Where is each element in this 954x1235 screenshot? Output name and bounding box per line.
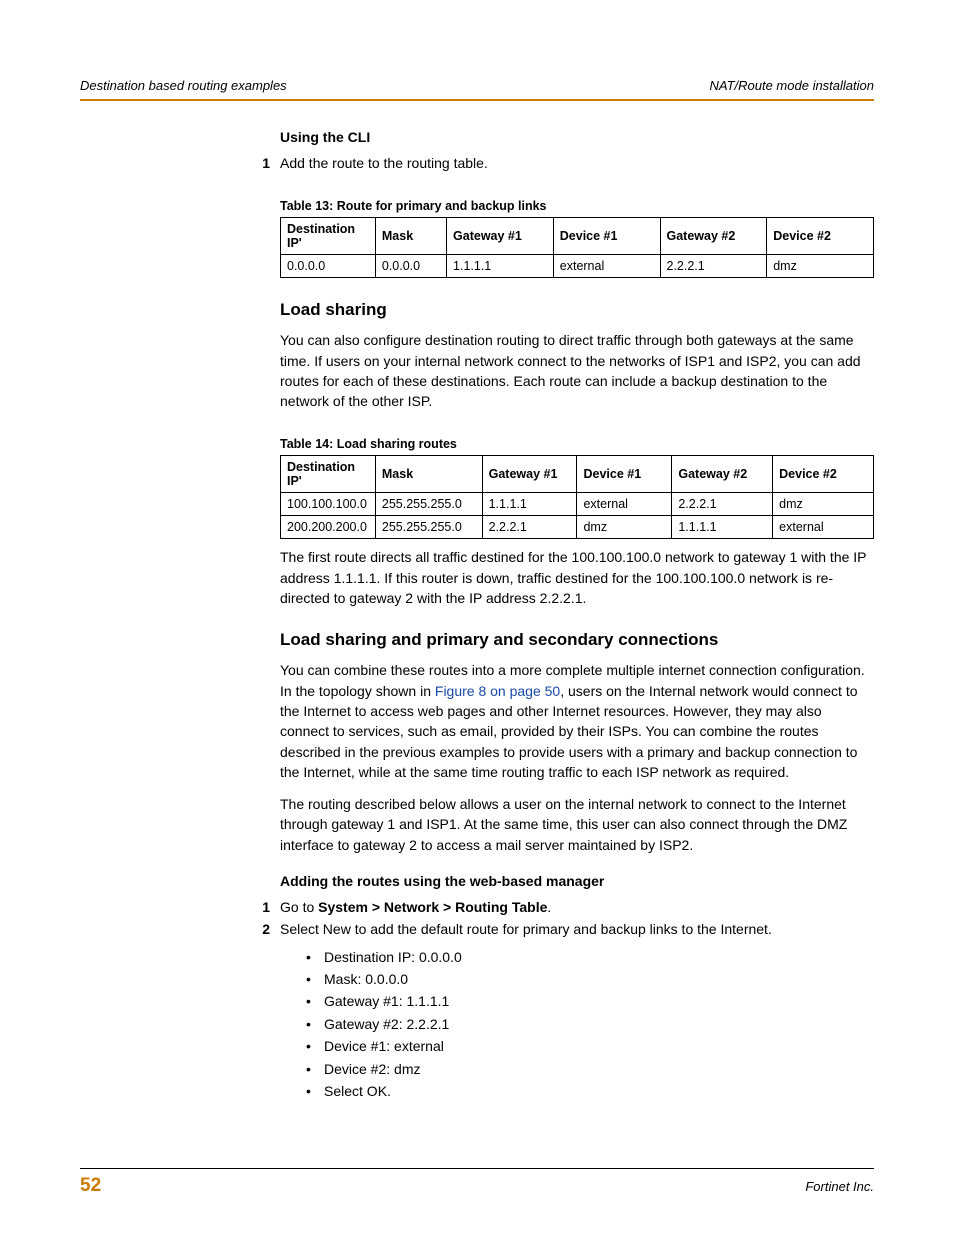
table-cell: 1.1.1.1 xyxy=(672,516,773,539)
table-cell: 0.0.0.0 xyxy=(375,255,446,278)
header-rule xyxy=(80,99,874,101)
table-cell: 1.1.1.1 xyxy=(482,493,577,516)
list-item: Gateway #2: 2.2.2.1 xyxy=(306,1013,874,1035)
table13-body: 0.0.0.00.0.0.01.1.1.1external2.2.2.1dmz xyxy=(281,255,874,278)
table-cell: dmz xyxy=(577,516,672,539)
table-cell: dmz xyxy=(767,255,874,278)
table13-caption: Table 13: Route for primary and backup l… xyxy=(280,199,874,213)
list-item: Select OK. xyxy=(306,1080,874,1102)
table-cell: external xyxy=(577,493,672,516)
load-sharing-title: Load sharing xyxy=(280,300,874,320)
table14-caption: Table 14: Load sharing routes xyxy=(280,437,874,451)
list-item: Device #1: external xyxy=(306,1035,874,1057)
table-cell: 0.0.0.0 xyxy=(281,255,376,278)
header-left: Destination based routing examples xyxy=(80,78,287,93)
table-header-cell: Device #1 xyxy=(577,456,672,493)
step-number: 1 xyxy=(240,153,270,173)
table-row: 200.200.200.0255.255.255.02.2.2.1dmz1.1.… xyxy=(281,516,874,539)
load-sharing-para: You can also configure destination routi… xyxy=(280,330,874,411)
cli-step-1: 1 Add the route to the routing table. xyxy=(280,153,874,173)
step1-post: . xyxy=(547,899,551,915)
table-cell: 2.2.2.1 xyxy=(660,255,767,278)
running-head: Destination based routing examples NAT/R… xyxy=(80,78,874,99)
page: Destination based routing examples NAT/R… xyxy=(0,0,954,1235)
table-header-cell: Device #2 xyxy=(773,456,874,493)
table13-header-row: Destination IP'MaskGateway #1Device #1Ga… xyxy=(281,218,874,255)
table-cell: 1.1.1.1 xyxy=(447,255,554,278)
table-header-cell: Destination IP' xyxy=(281,218,376,255)
combined-title: Load sharing and primary and secondary c… xyxy=(280,630,874,650)
table-cell: 2.2.2.1 xyxy=(482,516,577,539)
combined-para2: The routing described below allows a use… xyxy=(280,794,874,855)
table-cell: 2.2.2.1 xyxy=(672,493,773,516)
list-item: Gateway #1: 1.1.1.1 xyxy=(306,990,874,1012)
list-item: Device #2: dmz xyxy=(306,1058,874,1080)
table-cell: 200.200.200.0 xyxy=(281,516,376,539)
table-row: 100.100.100.0255.255.255.01.1.1.1externa… xyxy=(281,493,874,516)
table14-body: 100.100.100.0255.255.255.01.1.1.1externa… xyxy=(281,493,874,539)
table14-header-row: Destination IP'MaskGateway #1Device #1Ga… xyxy=(281,456,874,493)
company-name: Fortinet Inc. xyxy=(805,1179,874,1194)
table-cell: 255.255.255.0 xyxy=(375,516,482,539)
table-header-cell: Gateway #1 xyxy=(447,218,554,255)
table-header-cell: Mask xyxy=(375,218,446,255)
step-number: 2 xyxy=(240,919,270,939)
table-header-cell: Destination IP' xyxy=(281,456,376,493)
content-body: Using the CLI 1 Add the route to the rou… xyxy=(280,129,874,1102)
table-header-cell: Gateway #1 xyxy=(482,456,577,493)
step2-text: Select New to add the default route for … xyxy=(280,921,772,937)
web-manager-heading: Adding the routes using the web-based ma… xyxy=(280,873,874,889)
table-row: 0.0.0.00.0.0.01.1.1.1external2.2.2.1dmz xyxy=(281,255,874,278)
table-cell: 255.255.255.0 xyxy=(375,493,482,516)
table13: Destination IP'MaskGateway #1Device #1Ga… xyxy=(280,217,874,278)
footer: 52 Fortinet Inc. xyxy=(80,1168,874,1197)
step1-bold-path: System > Network > Routing Table xyxy=(318,899,547,915)
table-cell: dmz xyxy=(773,493,874,516)
footer-rule xyxy=(80,1168,874,1169)
post-table14-para: The first route directs all traffic dest… xyxy=(280,547,874,608)
page-number: 52 xyxy=(80,1175,101,1197)
table-header-cell: Mask xyxy=(375,456,482,493)
table-cell: external xyxy=(773,516,874,539)
web-step-1: 1 Go to System > Network > Routing Table… xyxy=(280,897,874,917)
web-step-2: 2 Select New to add the default route fo… xyxy=(280,919,874,1102)
step-text: Add the route to the routing table. xyxy=(280,155,488,171)
table14: Destination IP'MaskGateway #1Device #1Ga… xyxy=(280,455,874,539)
header-right: NAT/Route mode installation xyxy=(709,78,874,93)
step-number: 1 xyxy=(240,897,270,917)
table-header-cell: Gateway #2 xyxy=(660,218,767,255)
list-item: Mask: 0.0.0.0 xyxy=(306,968,874,990)
table-cell: external xyxy=(553,255,660,278)
figure-xref-link[interactable]: Figure 8 on page 50 xyxy=(435,683,560,699)
combined-para1: You can combine these routes into a more… xyxy=(280,660,874,782)
table-header-cell: Device #2 xyxy=(767,218,874,255)
table-header-cell: Gateway #2 xyxy=(672,456,773,493)
table-header-cell: Device #1 xyxy=(553,218,660,255)
cli-heading: Using the CLI xyxy=(280,129,874,145)
step1-pre: Go to xyxy=(280,899,318,915)
list-item: Destination IP: 0.0.0.0 xyxy=(306,946,874,968)
step2-bullets: Destination IP: 0.0.0.0Mask: 0.0.0.0Gate… xyxy=(306,946,874,1103)
table-cell: 100.100.100.0 xyxy=(281,493,376,516)
